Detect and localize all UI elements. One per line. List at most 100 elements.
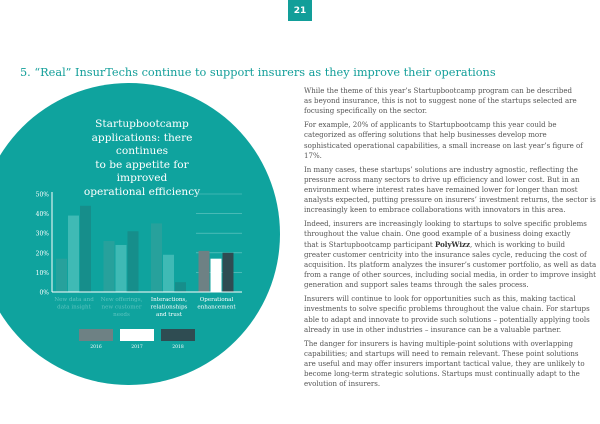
paragraph: The danger for insurers is having multip… — [304, 339, 596, 390]
bar-2017 — [210, 258, 222, 292]
legend-label: 2017 — [131, 344, 143, 350]
text-line: categorized as offering solutions that h… — [304, 130, 596, 140]
text-line: Indeed, insurers are increasingly lookin… — [304, 219, 596, 229]
text-line: sophisticated operational capabilities, … — [304, 141, 596, 151]
text-segment: greater customer centricity into the ins… — [304, 249, 587, 259]
text-line: able to adapt and innovate to provide su… — [304, 315, 596, 325]
text-segment: While the theme of this year’s Startupbo… — [304, 86, 573, 95]
callout-title-line: operational efficiency — [83, 185, 201, 198]
bar-2018 — [222, 252, 234, 292]
text-segment: , which is working to build — [470, 239, 566, 249]
text-segment: increasingly keen to embrace collaborati… — [304, 205, 566, 215]
text-line: generation and support sales teams throu… — [304, 280, 596, 290]
text-segment: become long-term strategic solutions. St… — [304, 369, 580, 379]
text-line: that is Startupbootcamp participant Poly… — [304, 240, 596, 250]
category-label: new customer — [102, 305, 142, 311]
text-segment: evolution of insurers. — [304, 379, 381, 389]
text-line: For example, 20% of applicants to Startu… — [304, 120, 596, 130]
text-line: are useful and may offer insurers import… — [304, 359, 596, 369]
category-label: New offerings, — [101, 297, 143, 303]
callout-title-line: to be appetite for improved — [95, 158, 189, 185]
body-text: While the theme of this year’s Startupbo… — [304, 86, 596, 393]
text-segment: from a range of other sources, including… — [304, 270, 596, 280]
text-line: throughout the value chain. One good exa… — [304, 229, 596, 239]
y-tick-label: 30% — [36, 231, 50, 238]
text-segment: For example, 20% of applicants to Startu… — [304, 120, 557, 130]
legend-label: 2018 — [172, 344, 184, 350]
text-segment: generation and support sales teams throu… — [304, 280, 529, 290]
text-segment: capabilities; and startups will need to … — [304, 348, 579, 358]
text-segment: investments to solve specific problems t… — [304, 304, 590, 314]
y-tick-label: 20% — [36, 250, 50, 257]
category-label: enhancement — [197, 305, 236, 311]
paragraph: In many cases, these startups’ solutions… — [304, 165, 596, 216]
text-segment: able to adapt and innovate to provide su… — [304, 314, 590, 324]
text-line: capabilities; and startups will need to … — [304, 349, 596, 359]
legend-swatch-2016 — [79, 329, 113, 341]
text-line: pressure across many sectors to drive up… — [304, 175, 596, 185]
text-segment: already in use in other industries – ins… — [304, 324, 562, 334]
text-line: focusing specifically on the sector. — [304, 106, 596, 116]
text-segment: The danger for insurers is having multip… — [304, 338, 574, 348]
bar-2018 — [80, 205, 91, 292]
text-segment: Indeed, insurers are increasingly lookin… — [304, 219, 587, 229]
company-name: PolyWizz — [434, 239, 471, 249]
text-segment: that is Startupbootcamp participant — [304, 239, 435, 249]
text-line: While the theme of this year’s Startupbo… — [304, 86, 596, 96]
bar-2016 — [56, 258, 67, 292]
callout-title-line: Startupbootcamp — [95, 118, 189, 130]
text-segment: are useful and may offer insurers import… — [304, 359, 585, 369]
text-segment: 17%. — [304, 150, 322, 160]
text-line: The danger for insurers is having multip… — [304, 339, 596, 349]
text-segment: as beyond insurance, this is not to sugg… — [304, 96, 577, 106]
text-segment: analysts expected, putting pressure on i… — [304, 195, 596, 205]
y-tick-label: 0% — [39, 290, 49, 297]
text-segment: acquisition. Its platform analyzes the i… — [304, 260, 597, 270]
bar-2016 — [103, 241, 115, 292]
paragraph: While the theme of this year’s Startupbo… — [304, 86, 596, 117]
bar-2018 — [127, 231, 139, 292]
legend-label: 2016 — [90, 344, 102, 350]
text-line: Insurers will continue to look for oppor… — [304, 294, 596, 304]
page-number: 21 — [288, 0, 312, 21]
paragraph: Indeed, insurers are increasingly lookin… — [304, 219, 596, 290]
category-label: data insight — [57, 305, 92, 311]
text-line: 17%. — [304, 151, 596, 161]
text-segment: pressure across many sectors to drive up… — [304, 174, 580, 184]
text-line: In many cases, these startups’ solutions… — [304, 165, 596, 175]
bar-2017 — [115, 244, 127, 292]
category-label: Operational — [200, 297, 234, 303]
text-segment: sophisticated operational capabilities, … — [304, 140, 583, 150]
section-heading: 5. “Real” InsurTechs continue to support… — [20, 66, 496, 79]
y-tick-label: 10% — [36, 270, 50, 277]
bar-2017 — [68, 215, 79, 292]
legend-swatch-2018 — [161, 329, 195, 341]
bar-2016 — [198, 250, 210, 292]
text-line: acquisition. Its platform analyzes the i… — [304, 260, 596, 270]
category-label: Interactions, — [151, 297, 187, 303]
text-segment: throughout the value chain. One good exa… — [304, 229, 571, 239]
y-tick-label: 50% — [36, 192, 50, 199]
callout-title-line: applications: there continues — [91, 131, 193, 158]
text-line: become long-term strategic solutions. St… — [304, 369, 596, 379]
category-label: and trust — [156, 312, 183, 318]
bar-2018 — [175, 282, 186, 292]
text-line: analysts expected, putting pressure on i… — [304, 195, 596, 205]
paragraph: Insurers will continue to look for oppor… — [304, 294, 596, 335]
text-segment: focusing specifically on the sector. — [304, 106, 428, 116]
category-label: New data and — [54, 297, 94, 303]
text-line: increasingly keen to embrace collaborati… — [304, 205, 596, 215]
text-line: from a range of other sources, including… — [304, 270, 596, 280]
text-line: as beyond insurance, this is not to sugg… — [304, 96, 596, 106]
text-segment: categorized as offering solutions that h… — [304, 130, 547, 140]
text-segment: Insurers will continue to look for oppor… — [304, 294, 576, 304]
bar-2016 — [151, 223, 162, 292]
text-segment: environment where interest rates have re… — [304, 185, 578, 195]
text-line: greater customer centricity into the ins… — [304, 250, 596, 260]
text-line: environment where interest rates have re… — [304, 185, 596, 195]
text-line: investments to solve specific problems t… — [304, 304, 596, 314]
y-tick-label: 40% — [36, 211, 50, 218]
text-segment: In many cases, these startups’ solutions… — [304, 164, 578, 174]
